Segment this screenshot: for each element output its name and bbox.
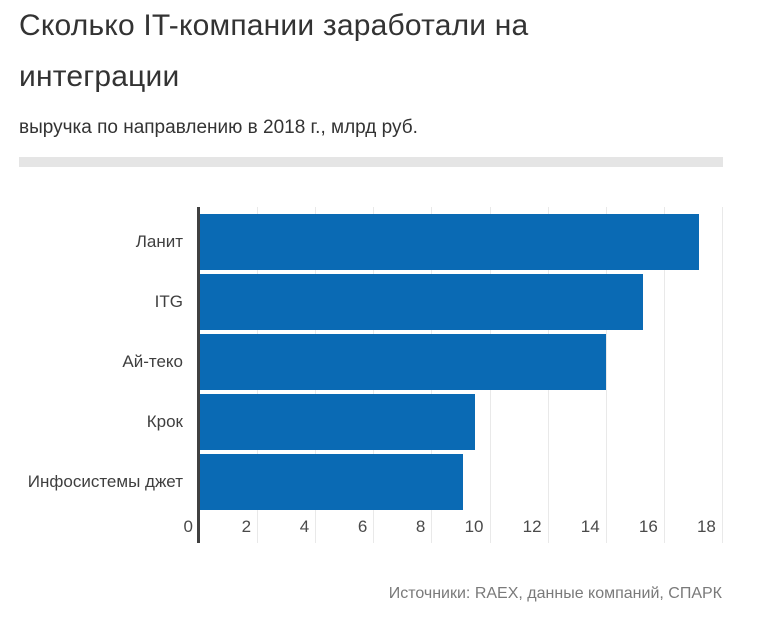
x-tick-label: 16 xyxy=(638,517,658,536)
x-tick-label: 18 xyxy=(696,517,716,536)
chart-subtitle: выручка по направлению в 2018 г., млрд р… xyxy=(19,117,418,138)
chart-title: Сколько IT-компании заработали на интегр… xyxy=(19,9,529,93)
x-tick-label: 0 xyxy=(183,517,193,536)
x-tick-label: 2 xyxy=(241,517,252,536)
category-label: Инфосистемы джет xyxy=(27,472,183,491)
category-label: Крок xyxy=(146,412,183,431)
category-label: Ай-теко xyxy=(122,352,183,371)
header-divider xyxy=(19,157,723,167)
data-bar xyxy=(200,274,644,330)
category-label: ITG xyxy=(154,292,183,311)
x-gridline xyxy=(663,207,665,543)
category-label: Ланит xyxy=(135,232,183,251)
x-tick-label: 12 xyxy=(522,517,542,536)
data-bar xyxy=(200,334,606,390)
data-bar xyxy=(200,214,699,270)
x-gridline xyxy=(605,207,607,543)
y-axis-line xyxy=(197,207,200,543)
x-tick-label: 6 xyxy=(357,517,368,536)
source-note: Источники: RAEX, данные компаний, СПАРК xyxy=(388,585,722,602)
x-tick-label: 14 xyxy=(580,517,600,536)
data-bar xyxy=(200,454,464,510)
x-tick-label: 4 xyxy=(299,517,310,536)
x-gridline xyxy=(721,207,723,543)
data-bar xyxy=(200,394,475,450)
x-tick-label: 8 xyxy=(415,517,426,536)
x-tick-label: 10 xyxy=(464,517,484,536)
